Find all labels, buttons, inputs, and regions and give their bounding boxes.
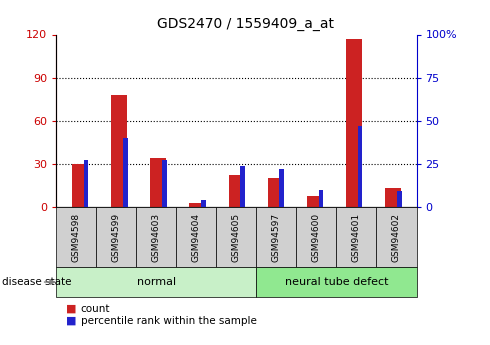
Bar [201,200,206,207]
Bar [318,190,323,207]
Bar [346,39,362,207]
Text: neural tube defect: neural tube defect [285,277,388,287]
Bar [397,191,402,207]
Text: GSM94602: GSM94602 [392,213,401,262]
Text: GSM94597: GSM94597 [272,213,281,262]
Bar [279,169,284,207]
Bar [268,178,283,207]
Text: ■: ■ [66,316,76,326]
Text: ■: ■ [66,304,76,314]
Text: disease state: disease state [2,277,72,287]
Bar [162,160,167,207]
Bar [229,175,244,207]
Text: normal: normal [137,277,176,287]
Text: GSM94601: GSM94601 [352,213,361,262]
Bar [123,138,127,207]
Text: percentile rank within the sample: percentile rank within the sample [81,316,257,326]
Bar [111,95,127,207]
Text: GSM94604: GSM94604 [192,213,201,262]
Bar [190,203,205,207]
Text: count: count [81,304,110,314]
Bar [307,196,322,207]
Text: GSM94600: GSM94600 [312,213,321,262]
Bar [240,166,245,207]
Text: GSM94605: GSM94605 [232,213,241,262]
Text: GDS2470 / 1559409_a_at: GDS2470 / 1559409_a_at [156,17,334,31]
Bar [84,160,89,207]
Bar [358,126,363,207]
Bar [150,158,166,207]
Text: GSM94603: GSM94603 [152,213,161,262]
Bar [72,164,88,207]
Text: GSM94598: GSM94598 [72,213,81,262]
Bar [385,188,401,207]
Text: GSM94599: GSM94599 [112,213,121,262]
